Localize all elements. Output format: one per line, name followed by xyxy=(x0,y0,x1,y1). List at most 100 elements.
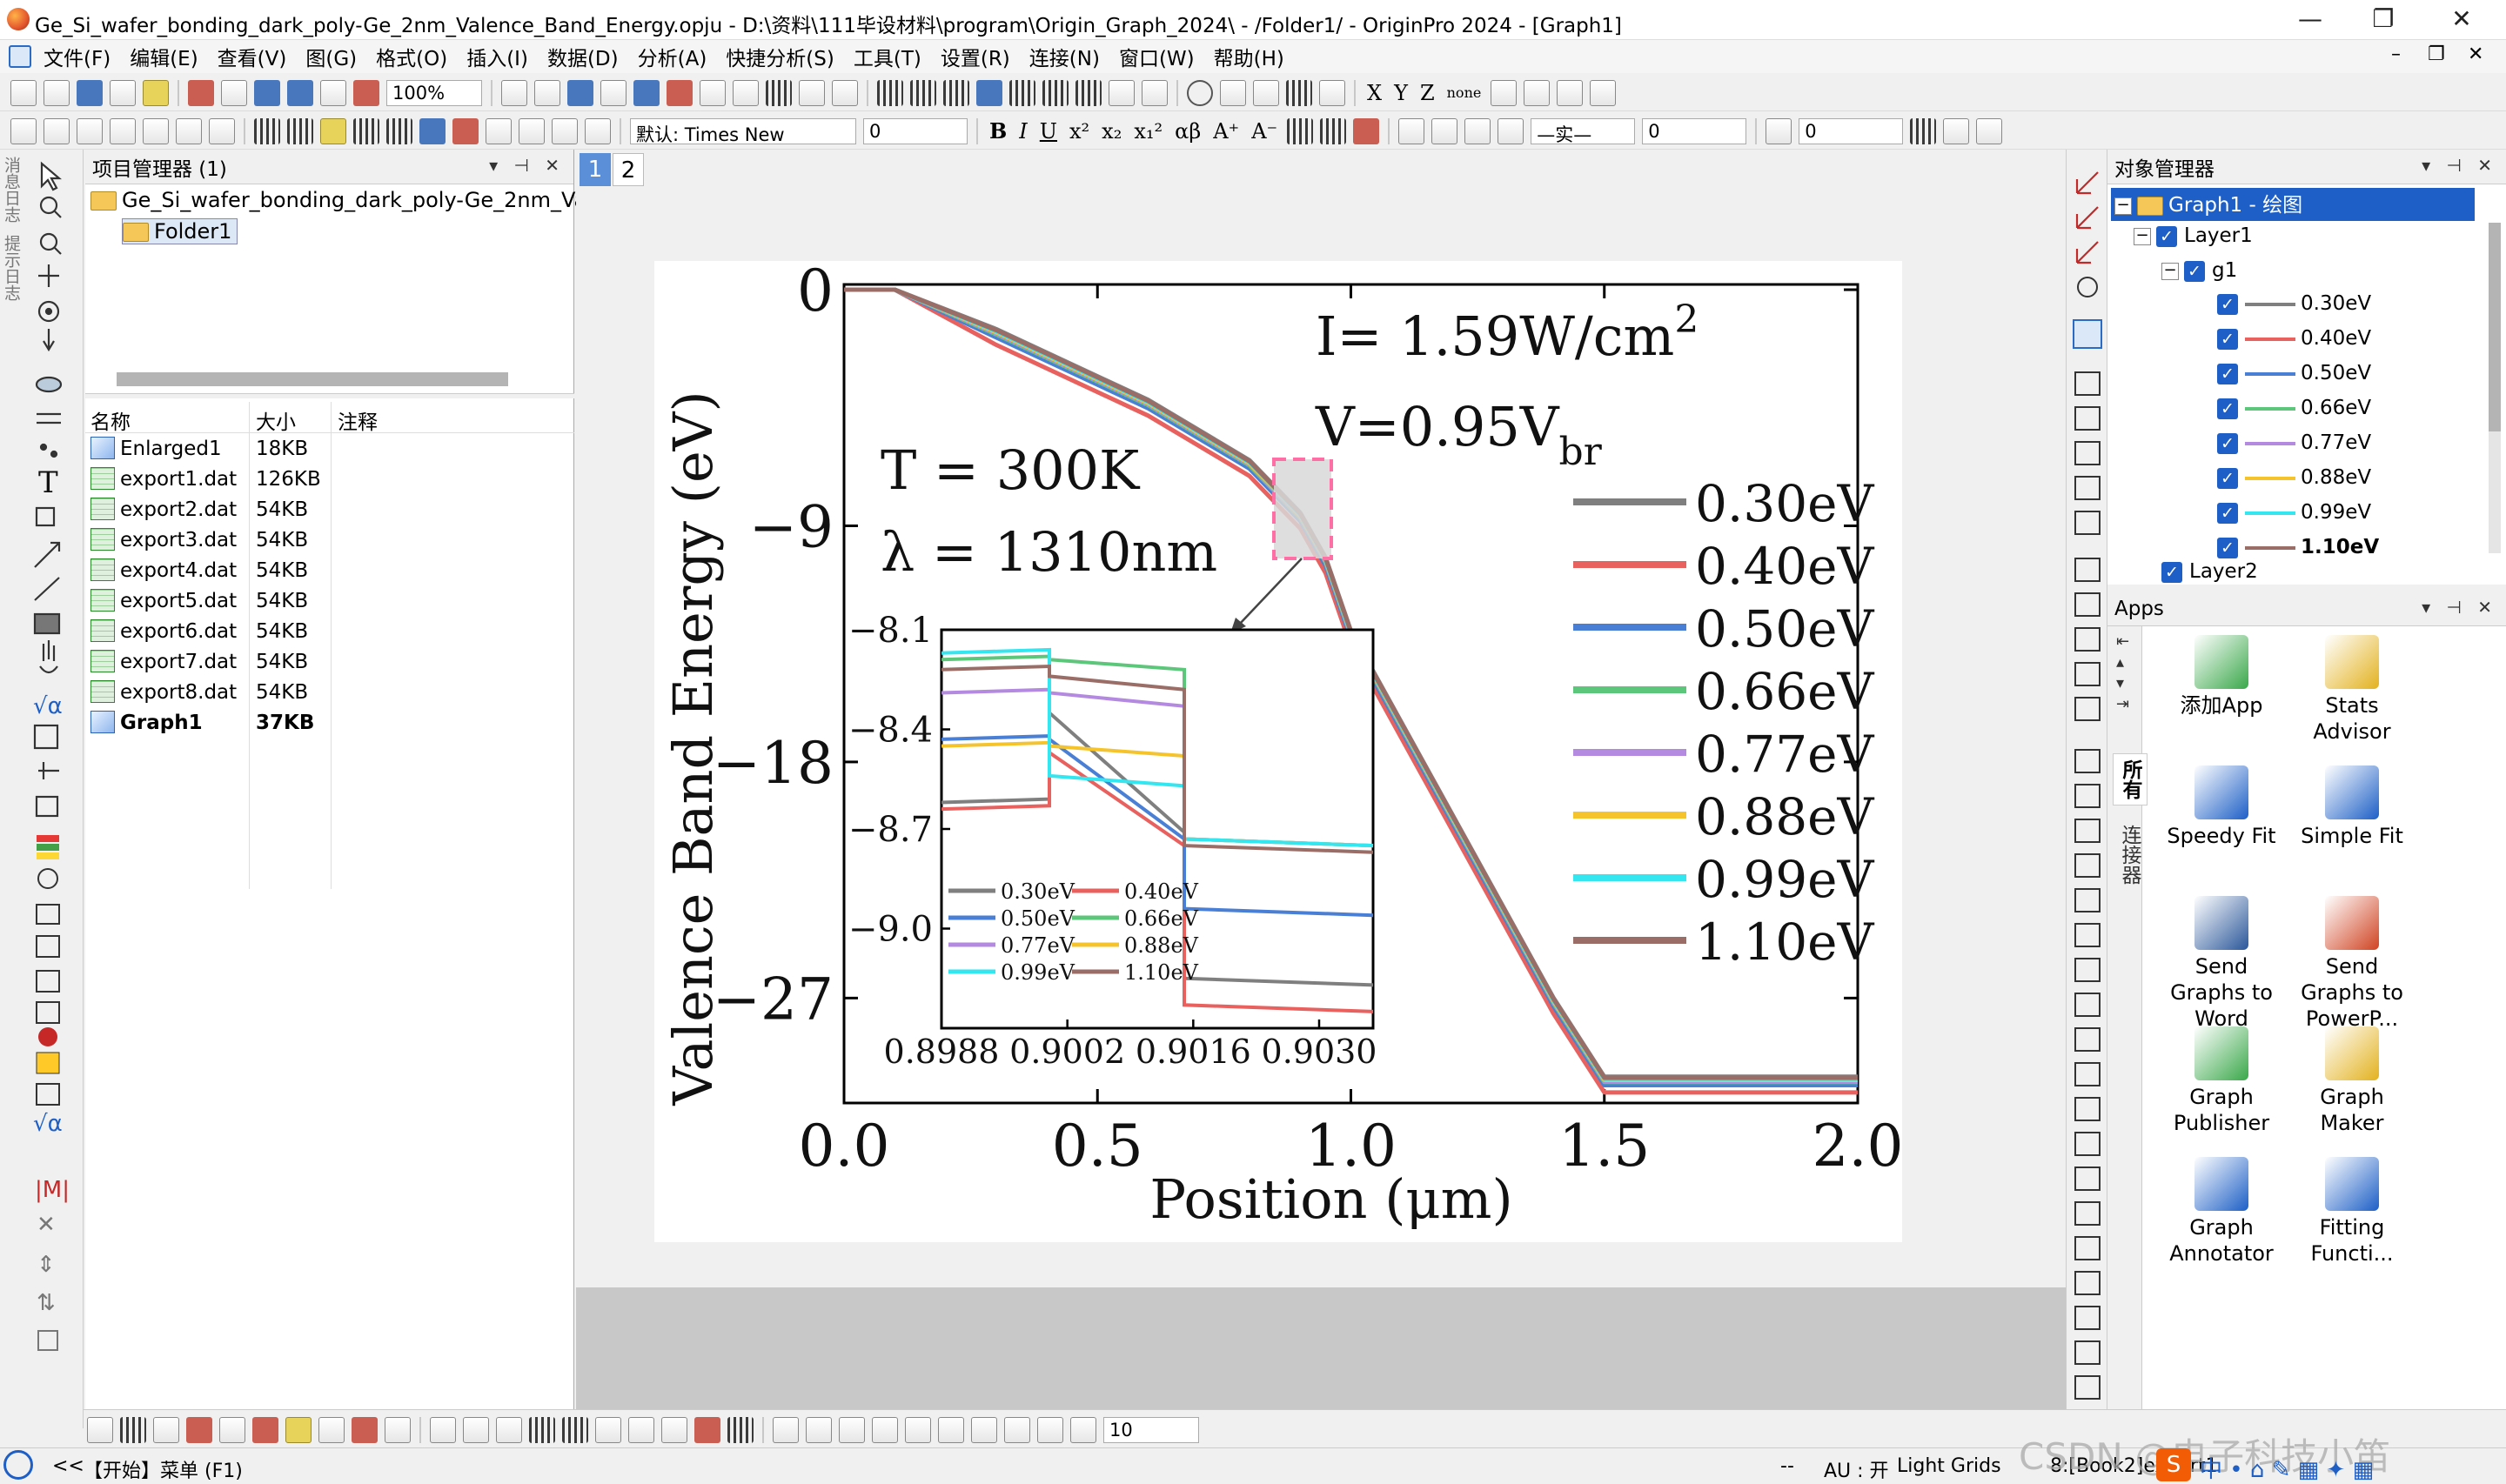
restore-button[interactable]: ❐ xyxy=(2372,4,2395,33)
mdi-close-button[interactable]: ✕ xyxy=(2468,43,2484,65)
line-plot-icon[interactable] xyxy=(87,1416,113,1443)
hint-log-tab[interactable]: 提示日志 xyxy=(2,235,21,301)
menu-data[interactable]: 数据(D) xyxy=(546,48,619,70)
box-plot-icon[interactable] xyxy=(252,1416,278,1443)
set-values-icon[interactable] xyxy=(976,79,1002,106)
collapse-icon[interactable]: − xyxy=(2114,197,2132,215)
decrease-font-button[interactable]: A⁻ xyxy=(1251,118,1278,144)
app-item[interactable]: Speedy Fit xyxy=(2156,765,2287,849)
autoupdate-status[interactable]: AU : 开 xyxy=(1824,1461,1889,1482)
subscript-button[interactable]: x₂ xyxy=(1102,118,1122,144)
print-icon[interactable] xyxy=(501,79,527,106)
align-icon[interactable] xyxy=(1287,117,1314,144)
symbol-icon[interactable] xyxy=(1766,117,1792,144)
row-number-icon[interactable] xyxy=(287,117,313,144)
heatmap-icon[interactable] xyxy=(562,1416,588,1443)
series-node[interactable]: ✓ 0.50eV xyxy=(2217,362,2371,395)
checkbox-icon[interactable]: ✓ xyxy=(2217,328,2238,350)
menu-analysis[interactable]: 分析(A) xyxy=(637,48,707,70)
undo-icon[interactable] xyxy=(209,117,235,144)
cut-icon[interactable] xyxy=(519,117,545,144)
search-icon[interactable] xyxy=(3,1450,33,1480)
align-right-icon[interactable] xyxy=(806,1416,832,1443)
supsub-button[interactable]: x₁² xyxy=(1134,118,1163,144)
size-select[interactable]: 10 xyxy=(1103,1416,1199,1443)
close-button[interactable]: ✕ xyxy=(2451,4,2472,33)
paste-icon[interactable] xyxy=(585,117,611,144)
pin-icon[interactable] xyxy=(176,117,202,144)
scissors-icon[interactable] xyxy=(77,117,103,144)
file-row[interactable]: export2.dat 54KB xyxy=(85,494,574,525)
align-bottom-icon[interactable] xyxy=(872,1416,898,1443)
menu-insert[interactable]: 插入(I) xyxy=(466,48,528,70)
zoom-select[interactable]: 100% xyxy=(386,79,482,106)
menu-help[interactable]: 帮助(H) xyxy=(1213,48,1284,70)
theme-status[interactable]: Light Grids xyxy=(1897,1455,2001,1477)
column-icon[interactable] xyxy=(877,79,903,106)
layer-frame-icon[interactable] xyxy=(1253,79,1279,106)
peak-plot-icon[interactable] xyxy=(694,1416,720,1443)
menu-edit[interactable]: 编辑(E) xyxy=(130,48,198,70)
increase-font-button[interactable]: A⁺ xyxy=(1213,118,1240,144)
new-matrix-icon[interactable] xyxy=(110,79,136,106)
horizontal-scrollbar[interactable] xyxy=(117,372,508,386)
line-style-select[interactable]: —实— xyxy=(1531,117,1636,145)
sort-icon[interactable] xyxy=(910,79,936,106)
notes-icon[interactable] xyxy=(799,79,825,106)
column-props-icon[interactable] xyxy=(419,117,446,144)
layer2-node[interactable]: ✓ Layer2 xyxy=(2161,560,2258,583)
checkbox-icon[interactable]: ✓ xyxy=(2156,225,2177,247)
layer-tab-2[interactable]: 2 xyxy=(613,153,644,186)
bold-button[interactable]: B xyxy=(989,118,1008,144)
new-graph-icon[interactable] xyxy=(77,79,103,106)
profile-icon[interactable] xyxy=(661,1416,687,1443)
greek-button[interactable]: αβ xyxy=(1175,118,1202,144)
open-template-icon[interactable] xyxy=(221,79,247,106)
font-color-icon[interactable] xyxy=(1353,117,1380,144)
zoom-out-icon[interactable] xyxy=(733,79,759,106)
checkbox-icon[interactable]: ✓ xyxy=(2217,293,2238,315)
message-log-tab[interactable]: 消息日志 xyxy=(2,157,21,223)
column-chart-icon[interactable] xyxy=(1042,79,1069,106)
inset-chart[interactable]: 0.8988 0.9002 0.9016 0.9030 −8.1 −8.4 −8.7 −9.0… xyxy=(848,611,1377,1071)
document-menu-icon[interactable] xyxy=(9,45,31,68)
code-builder-icon[interactable] xyxy=(832,79,858,106)
stats-plot-icon[interactable] xyxy=(219,1416,245,1443)
zoom-in-icon[interactable] xyxy=(700,79,726,106)
mdi-minimize-button[interactable]: – xyxy=(2391,43,2401,65)
ime-tray-icons[interactable]: 中 • ⌂ ✎ ▦ ✦ ▦ xyxy=(2200,1457,2375,1483)
layer-tab-1[interactable]: 1 xyxy=(580,153,611,186)
stat-chart-icon[interactable] xyxy=(1075,79,1102,106)
group-g1-node[interactable]: − ✓ g1 xyxy=(2161,259,2237,292)
splitter[interactable] xyxy=(85,393,574,398)
3d-plot-icon[interactable] xyxy=(385,1416,411,1443)
area-plot-icon[interactable] xyxy=(285,1416,312,1443)
series-node[interactable]: ✓ 0.40eV xyxy=(2217,327,2371,360)
column-plot-icon[interactable] xyxy=(186,1416,212,1443)
checkbox-icon[interactable]: ✓ xyxy=(2217,537,2238,558)
app-item[interactable]: Fitting Functi... xyxy=(2287,1157,2417,1267)
collapse-icon[interactable]: − xyxy=(2134,227,2151,245)
app-item[interactable]: Graph Publisher xyxy=(2156,1026,2287,1136)
underline-button[interactable]: U xyxy=(1039,118,1058,144)
rescale-icon[interactable] xyxy=(143,117,169,144)
front-icon[interactable] xyxy=(1037,1416,1063,1443)
superscript-button[interactable]: x² xyxy=(1069,118,1090,144)
copy-page-icon[interactable] xyxy=(600,79,626,106)
matrix-plot-icon[interactable] xyxy=(529,1416,555,1443)
menu-connectivity[interactable]: 连接(N) xyxy=(1029,48,1100,70)
add-layer-icon[interactable] xyxy=(110,117,136,144)
file-row[interactable]: Graph1 37KB xyxy=(85,707,574,738)
layer-copy-icon[interactable] xyxy=(1220,79,1246,106)
distribute-icon[interactable] xyxy=(971,1416,997,1443)
new-workbook-icon[interactable] xyxy=(44,79,70,106)
italic-button[interactable]: I xyxy=(1019,118,1028,144)
new-layer-icon[interactable] xyxy=(667,79,693,106)
note-column-header[interactable]: 注释 xyxy=(338,411,378,434)
hatch-icon[interactable] xyxy=(1910,117,1937,144)
copy-icon[interactable] xyxy=(552,117,578,144)
apps-scroll-arrows[interactable]: ⇤ ▴ ▾ ⇥ xyxy=(2116,632,2130,713)
menu-format[interactable]: 格式(O) xyxy=(376,48,448,70)
last-icon[interactable] xyxy=(1590,79,1617,106)
app-item[interactable]: Graph Annotator xyxy=(2156,1157,2287,1267)
